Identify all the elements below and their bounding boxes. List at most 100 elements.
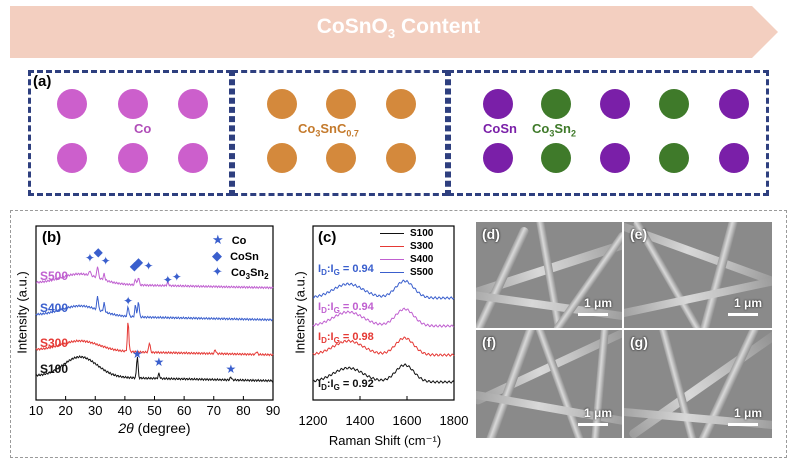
legend-cosn-label: CoSn [230,251,259,263]
panel-a-box-co [28,70,232,196]
co3snc-label-mid: SnC [320,121,347,136]
co3snc-atom-3 [267,143,297,173]
co3snc-atom-4 [326,143,356,173]
legend-co3sn2-main: Co [230,267,246,279]
xrd-series-label: S300 [40,336,69,350]
raman-tick-label: 1600 [392,413,422,428]
banner-title-sub: 3 [387,26,396,42]
raman-tick-label: 1200 [298,413,328,428]
legend-line [380,271,404,274]
panel-a-box-cosn [448,70,769,196]
panel-a-box-co3snc [232,70,448,196]
co3sn2-label-main: Co [532,121,550,136]
star-icon: ★ [132,347,143,361]
cosn-atom-top-4 [719,89,749,119]
four-point-star-icon: ✦ [163,273,173,287]
co-atom-3 [57,143,87,173]
star-icon: ★ [226,362,237,376]
co3snc-label-sub2: 0.7 [346,128,359,139]
raman-xlabel: Raman Shift (cm⁻¹) [328,433,442,448]
ratio-part: I [318,378,322,390]
raman-series-S100 [312,363,455,384]
cosn-atom-bottom-0 [483,143,513,173]
panel-b-label: (b) [42,229,62,246]
ratio-part: = 0.94 [339,301,374,313]
ratio-part: G [333,268,340,278]
sem-e-scale-bar [728,313,758,316]
raman-legend-item: S100 [380,228,433,239]
xrd-tick-label: 60 [176,403,192,418]
sem-d-label: (d) [482,226,500,242]
raman-ratio-label: ID:IG = 0.94 [318,263,374,277]
xrd-xlabel-italic: 2θ [118,420,134,436]
panel-a-dots [57,89,749,173]
legend-co-label: Co [231,235,247,247]
ratio-part: D [321,268,327,278]
star-icon: ★ [154,355,165,369]
ratio-part: D [321,336,327,346]
raman-series-S300 [312,336,455,357]
co3sn2-label-sub1: 3 [549,128,555,139]
ratio-part: = 0.98 [339,331,374,343]
ratio-part: = 0.94 [339,263,374,275]
four-point-star-icon: ✦ [85,251,95,265]
co-atom-1 [118,89,148,119]
cosn-atom-bottom-1 [541,143,571,173]
banner-title-rest: Content [395,15,481,38]
sem-image-g: (g) 1 μm [624,330,772,438]
content-arrow-banner [10,6,778,58]
xrd-tick-label: 80 [236,403,251,418]
diamond-icon: ◆ [130,259,140,273]
legend-co3sn2-label: Co3Sn2 [230,267,269,281]
panel-c-label: (c) [318,229,337,246]
sem-f-scale-bar [578,423,608,426]
four-point-star-icon: ✦ [123,294,133,308]
legend-cosn: ◆ CoSn [212,248,269,264]
ratio-part: G [333,383,340,393]
raman-ylabel: Intensity (a.u.) [292,271,308,354]
co3snc-label-sub1: 3 [315,128,321,139]
xrd-xlabel-rest: (degree) [133,420,191,436]
ratio-part: G [333,306,340,316]
xrd-tick-label: 30 [88,403,103,418]
legend-label: S300 [410,241,434,252]
sem-g-scale-bar [728,423,758,426]
raman-series-S400 [312,307,455,328]
xrd-series-S500 [36,266,274,290]
raman-plot-frame [312,225,455,401]
raman-tick-label: 1800 [439,413,469,428]
ratio-part: I [318,263,322,275]
raman-legend-item: S500 [380,267,433,278]
panel-a-label: (a) [33,73,52,90]
xrd-tick-label: 20 [58,403,73,418]
raman-tick-label: 1400 [345,413,375,428]
legend-line [380,258,404,261]
sem-g-label: (g) [630,334,648,350]
xrd-series-S300 [35,322,274,357]
ratio-part: :I [326,301,334,313]
raman-legend-item: S400 [380,254,433,265]
cosn-atom-bottom-4 [719,143,749,173]
diamond-icon: ◆ [94,245,104,259]
raman-legend-item: S300 [380,241,433,252]
raman-series-S500 [312,279,455,300]
raman-ratio-label: ID:IG = 0.94 [318,301,374,315]
xrd-xlabel: 2θ (degree) [36,420,273,436]
legend-line [380,232,404,235]
cosn-atom-top-0 [483,89,513,119]
xrd-series-label: S100 [40,362,69,376]
sem-image-f: (f) 1 μm [476,330,622,438]
ratio-part: G [333,336,340,346]
ratio-part: D [321,306,327,316]
ratio-part: :I [326,331,334,343]
ratio-part: D [321,383,327,393]
lower-panel-frame [10,210,787,458]
co3snc-label: Co3SnC0.7 [298,121,359,139]
co3sn2-label: Co3Sn2 [532,121,576,139]
co3snc-atom-0 [267,89,297,119]
banner-title: CoSnO3 Content [0,15,797,41]
co-atom-4 [118,143,148,173]
star-icon: ★ [212,232,224,247]
xrd-tick-label: 10 [28,403,44,418]
